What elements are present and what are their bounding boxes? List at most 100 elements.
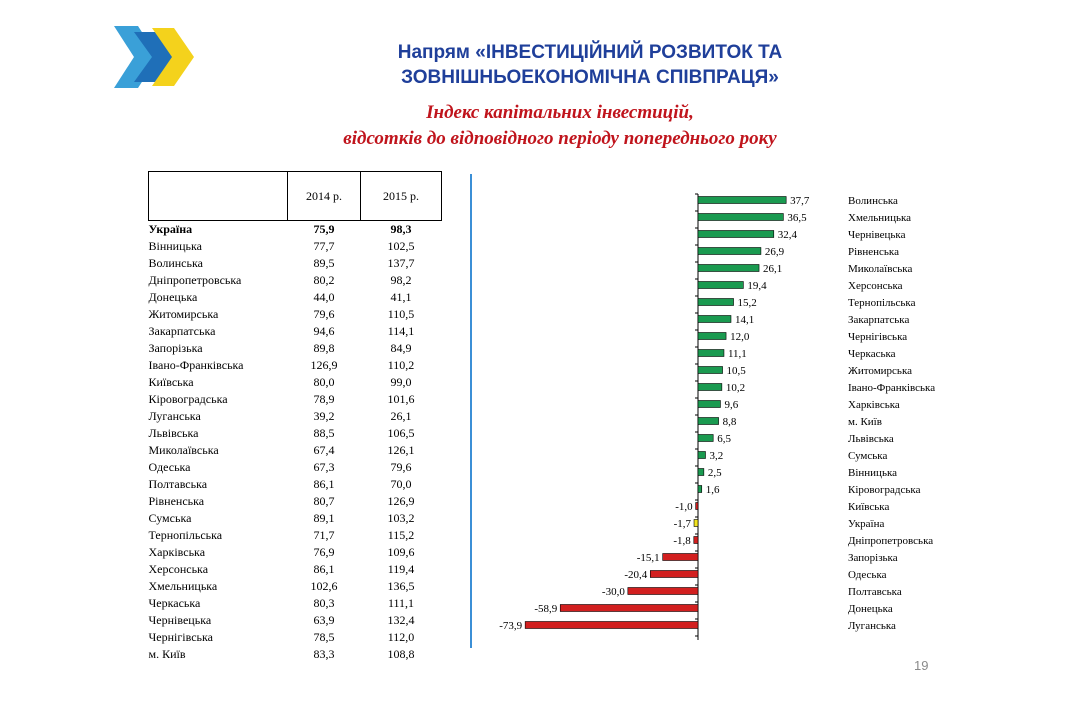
table-cell-2015: 41,1 [390, 290, 412, 304]
table-cell-2015: 111,1 [387, 596, 415, 610]
category-label: м. Київ [848, 416, 882, 428]
table-cell-2014: 102,6 [310, 579, 338, 593]
category-label: Запорізька [848, 552, 898, 564]
table-header-2015: 2015 р. [360, 171, 442, 221]
table-row: Херсонська 86,1 119,4 [149, 561, 442, 578]
table-cell-2015: 109,6 [387, 545, 415, 559]
bar-chart: 37,7 Волинська 36,5 Хмельницька 32,4 Чернівец… [499, 193, 935, 640]
table-cell-2014: 75,9 [287, 220, 361, 238]
bar-value-label: 12,0 [730, 331, 750, 343]
table-cell-2014: 80,7 [313, 494, 335, 508]
page-number: 19 [914, 658, 929, 673]
table-cell-2015: 132,4 [387, 613, 415, 627]
logo [114, 26, 194, 88]
table-row: Миколаївська 67,4 126,1 [149, 442, 442, 459]
table-cell-2015: 106,5 [387, 426, 415, 440]
bar-9 [697, 349, 725, 357]
bar-value-label: 6,5 [717, 433, 731, 445]
category-label: Полтавська [848, 586, 902, 598]
category-label: Закарпатська [848, 314, 909, 326]
title-line-1: Напрям «ІНВЕСТИЦІЙНИЙ РОЗВИТОК ТА [397, 42, 783, 63]
category-label: Волинська [848, 195, 898, 207]
table-row: Кіровоградська 78,9 101,6 [149, 391, 442, 408]
table-row: Волинська 89,5 137,7 [149, 255, 442, 272]
category-label: Донецька [848, 603, 893, 615]
table-cell-region: Луганська [148, 409, 201, 423]
bar-5 [697, 281, 744, 289]
bar-value-label: 36,5 [787, 212, 807, 224]
table-cell-2014: 76,9 [313, 545, 335, 559]
table-cell-2014: 89,1 [313, 511, 335, 525]
bar-4 [697, 264, 760, 272]
table-cell-2015: 99,0 [390, 375, 412, 389]
table-cell-region: Рівненська [148, 494, 205, 508]
table-row: Закарпатська 94,6 114,1 [149, 323, 442, 340]
bar-15 [697, 451, 706, 459]
bar-value-label: 10,2 [726, 382, 745, 394]
table-cell-2014: 44,0 [313, 290, 335, 304]
table-row: Чернігівська 78,5 112,0 [149, 629, 442, 646]
table-cell-region: Тернопільська [148, 528, 223, 542]
bar-19 [693, 519, 699, 527]
table-cell-2015: 108,8 [387, 647, 415, 661]
data-table: 2014 р. 2015 р. Україна 75,9 98,3 Вінницька… [148, 171, 442, 663]
bar-value-label: 9,6 [724, 399, 738, 411]
bar-value-label: 26,1 [763, 263, 782, 275]
bar-16 [697, 468, 705, 476]
table-cell-2015: 114,1 [387, 324, 415, 338]
category-label: Харківська [848, 399, 900, 411]
bar-value-label: -30,0 [602, 586, 625, 598]
bar-11 [697, 383, 723, 391]
vertical-divider [470, 174, 472, 648]
category-label: Дніпропетровська [848, 535, 933, 547]
table-cell-2015: 136,5 [387, 579, 415, 593]
bar-value-label: 1,6 [706, 484, 720, 496]
bar-18 [695, 502, 699, 510]
table-cell-2015: 101,6 [387, 392, 415, 406]
table-row: Рівненська 80,7 126,9 [149, 493, 442, 510]
table-cell-2014: 88,5 [313, 426, 335, 440]
bar-value-label: 11,1 [728, 348, 747, 360]
category-label: Львівська [848, 433, 894, 445]
table-row: Полтавська 86,1 70,0 [149, 476, 442, 493]
table-cell-2014: 78,5 [313, 630, 335, 644]
table-cell-2015: 110,2 [387, 358, 415, 372]
table-cell-region: Чернігівська [148, 630, 214, 644]
table-cell-2014: 89,8 [313, 341, 335, 355]
bar-value-label: 8,8 [723, 416, 737, 428]
table-cell-2015: 119,4 [387, 562, 415, 576]
table-cell-2014: 79,6 [313, 307, 335, 321]
table-cell-2014: 67,4 [313, 443, 335, 457]
bar-value-label: -1,0 [675, 501, 693, 513]
bar-value-label: 37,7 [790, 195, 810, 207]
bar-value-label: 2,5 [708, 467, 722, 479]
table-row: Львівська 88,5 106,5 [149, 425, 442, 442]
table-cell-2015: 126,1 [387, 443, 415, 457]
table-header-region [148, 171, 288, 221]
category-label: Хмельницька [848, 212, 911, 224]
table-cell-region: Запорізька [148, 341, 203, 355]
category-label: Житомирська [848, 365, 912, 377]
table-cell-region: Івано-Франківська [148, 358, 244, 372]
subtitle-line-1: Індекс капітальних інвестицій, [426, 102, 694, 123]
category-label: Одеська [848, 569, 887, 581]
category-label: Чернігівська [848, 331, 907, 343]
table-cell-region: Вінницька [148, 239, 202, 253]
table-header-row: 2014 р. 2015 р. [148, 171, 442, 221]
bar-value-label: -20,4 [624, 569, 647, 581]
table-cell-region: Дніпропетровська [148, 273, 242, 287]
bar-8 [697, 332, 727, 340]
category-label: Сумська [848, 450, 887, 462]
bar-23 [627, 587, 699, 595]
category-label: Чернівецька [848, 229, 906, 241]
bar-12 [697, 400, 721, 408]
category-label: Вінницька [848, 467, 897, 479]
bar-0 [697, 196, 787, 204]
table-cell-region: Закарпатська [148, 324, 216, 338]
bar-17 [697, 485, 703, 493]
table-cell-region: Житомирська [148, 307, 219, 321]
bar-10 [697, 366, 723, 374]
category-label: Луганська [848, 620, 896, 632]
bar-value-label: 10,5 [727, 365, 747, 377]
category-label: Київська [848, 501, 889, 513]
